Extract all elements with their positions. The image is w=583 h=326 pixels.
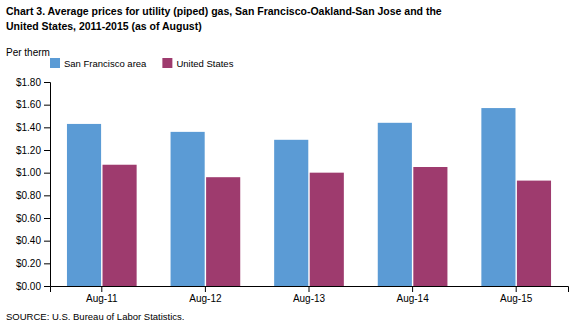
bar-series — [67, 108, 516, 286]
y-axis-line — [44, 83, 51, 287]
x-axis-line — [51, 287, 569, 293]
y-tick-label: $0.80 — [16, 190, 41, 201]
y-tick: $0.60 — [16, 213, 50, 224]
y-tick: $1.20 — [16, 145, 50, 156]
x-tick-mark — [101, 286, 102, 292]
y-tick-mark — [44, 286, 50, 287]
y-tick: $0.40 — [16, 235, 50, 246]
y-tick: $1.60 — [16, 99, 50, 110]
x-tick-label: Aug-12 — [189, 293, 222, 304]
x-tick-label: Aug-15 — [500, 293, 533, 304]
x-tick: Aug-11 — [86, 286, 118, 304]
y-tick-mark — [44, 105, 50, 106]
y-tick-label: $1.00 — [16, 167, 41, 178]
y-tick-mark — [44, 127, 50, 128]
y-tick: $1.00 — [16, 167, 50, 178]
y-tick-mark — [44, 218, 50, 219]
x-axis: Aug-11 Aug-12 Aug-13 Aug-14 Aug-15 — [51, 286, 569, 304]
x-tick-mark — [516, 286, 517, 292]
x-tick-label: Aug-13 — [293, 293, 326, 304]
bar — [481, 108, 515, 286]
bars — [67, 108, 551, 286]
legend-label: San Francisco area — [64, 58, 147, 69]
x-tick: Aug-15 — [500, 286, 533, 304]
y-tick: $0.20 — [16, 258, 50, 269]
bar — [517, 181, 551, 286]
y-tick-mark — [44, 150, 50, 151]
bar — [171, 132, 205, 286]
y-tick-label: $1.20 — [16, 145, 41, 156]
title-line: Chart 3. Average prices for utility (pip… — [6, 5, 442, 17]
x-tick-mark — [412, 286, 413, 292]
y-tick-mark — [44, 173, 50, 174]
x-tick-label: Aug-14 — [396, 293, 429, 304]
chart: Chart 3. Average prices for utility (pip… — [0, 0, 583, 326]
y-axis: $0.00 $0.20 $0.40 $0.60 $0.80 $1.00 $1.20 $1.40… — [16, 77, 51, 292]
bar — [103, 165, 137, 286]
y-tick: $1.80 — [16, 77, 50, 88]
plot: $0.00 $0.20 $0.40 $0.60 $0.80 $1.00 $1.20 $1.40… — [16, 77, 569, 304]
title: Chart 3. Average prices for utility (pip… — [6, 5, 442, 32]
source-note: SOURCE: U.S. Bureau of Labor Statistics. — [6, 311, 184, 322]
y-tick-label: $0.20 — [16, 258, 41, 269]
y-tick-label: $1.80 — [16, 77, 41, 88]
y-axis-label: Per therm — [6, 47, 50, 58]
legend: San Francisco area United States — [50, 58, 234, 69]
legend-label: United States — [176, 58, 233, 69]
y-tick-mark — [44, 82, 50, 83]
bar — [274, 140, 308, 286]
y-tick-mark — [44, 263, 50, 264]
x-tick: Aug-12 — [189, 286, 222, 304]
y-tick: $0.00 — [16, 281, 50, 292]
x-tick: Aug-14 — [396, 286, 429, 304]
x-tick: Aug-13 — [293, 286, 326, 304]
y-tick-mark — [44, 195, 50, 196]
title-line: United States, 2011-2015 (as of August) — [6, 20, 202, 32]
y-tick-label: $0.00 — [16, 281, 41, 292]
y-tick: $1.40 — [16, 122, 50, 133]
legend-item: San Francisco area — [50, 58, 147, 69]
y-tick: $0.80 — [16, 190, 50, 201]
y-tick-label: $1.60 — [16, 99, 41, 110]
bar — [310, 173, 344, 286]
y-tick-label: $0.60 — [16, 213, 41, 224]
legend-swatch — [50, 58, 60, 68]
x-tick-mark — [205, 286, 206, 292]
bar-series — [103, 165, 552, 286]
y-tick-label: $1.40 — [16, 122, 41, 133]
x-tick-label: Aug-11 — [86, 293, 118, 304]
legend-item: United States — [162, 58, 233, 69]
y-tick-mark — [44, 241, 50, 242]
bar — [413, 167, 447, 286]
bar — [206, 177, 240, 286]
legend-swatch — [162, 58, 172, 68]
bar — [378, 123, 412, 286]
x-tick-mark — [309, 286, 310, 292]
y-tick-label: $0.40 — [16, 235, 41, 246]
bar — [67, 124, 101, 286]
